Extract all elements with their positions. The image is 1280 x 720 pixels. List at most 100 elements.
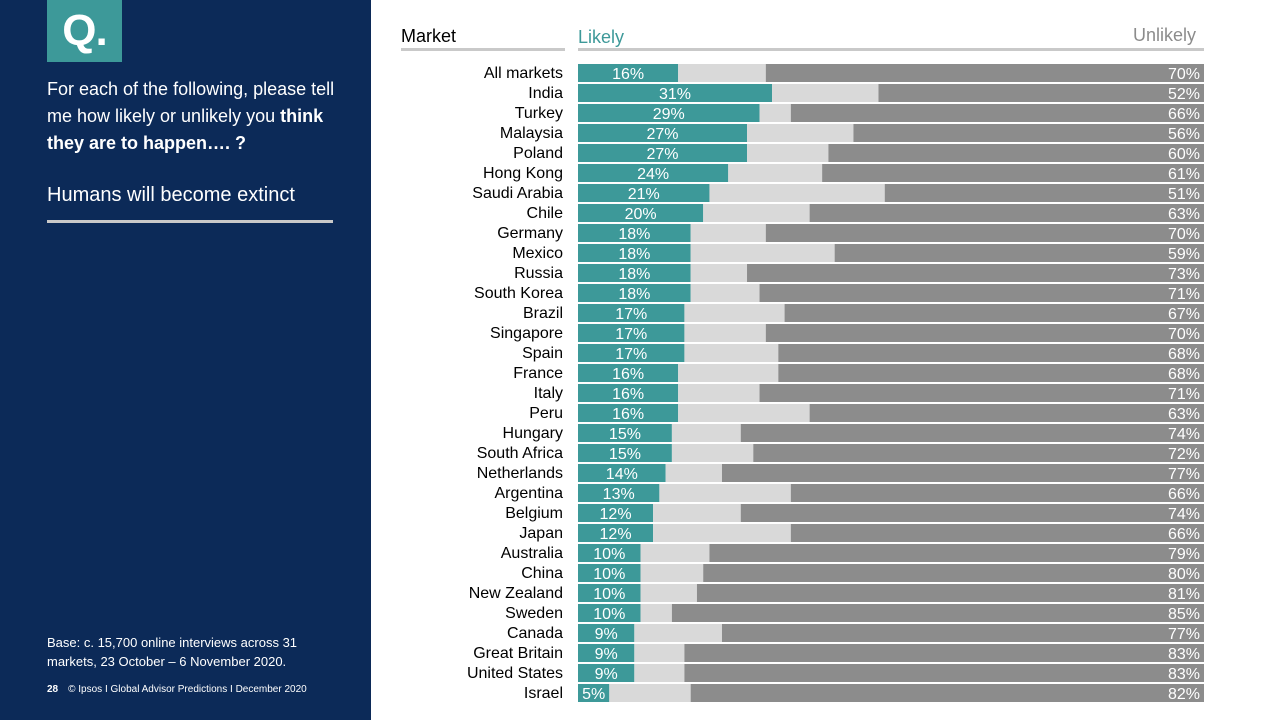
likely-bar [578,664,635,682]
unlikely-value-label: 83% [1168,666,1200,683]
likely-bar [578,304,685,322]
unlikely-value-label: 77% [1168,466,1200,483]
unlikely-bar [778,344,1204,362]
likely-bar [578,84,773,102]
neutral-bar [671,444,754,462]
unlikely-bar [671,604,1204,622]
likely-value-label: 21% [628,186,660,203]
neutral-bar [665,464,722,482]
unlikely-value-label: 68% [1168,366,1200,383]
unlikely-bar [778,364,1204,382]
market-label: Peru [529,405,563,422]
neutral-bar [659,484,791,502]
likely-bar [578,284,691,302]
unlikely-value-label: 56% [1168,126,1200,143]
neutral-bar [690,284,760,302]
neutral-bar [678,364,779,382]
neutral-bar [678,384,760,402]
likely-value-label: 15% [609,426,641,443]
likely-value-label: 18% [618,266,650,283]
market-label: Netherlands [477,465,563,482]
market-label: Germany [497,225,563,242]
market-label: New Zealand [469,585,563,602]
market-label: France [513,365,563,382]
likely-value-label: 10% [593,566,625,583]
likely-bar [578,484,660,502]
unlikely-value-label: 73% [1168,266,1200,283]
market-label: United States [467,665,563,682]
likely-value-label: 5% [582,686,605,703]
likely-bar [578,584,641,602]
neutral-bar [684,304,785,322]
unlikely-bar [822,164,1204,182]
likely-value-label: 15% [609,446,641,463]
market-header-rule [401,48,565,51]
unlikely-value-label: 81% [1168,586,1200,603]
likely-bar [578,204,704,222]
likely-bar [578,324,685,342]
neutral-bar [747,144,829,162]
likely-bar [578,424,672,442]
bars-header-rule [578,48,1204,51]
market-label: Saudi Arabia [472,185,563,202]
unlikely-bar [784,304,1204,322]
market-label: Spain [522,345,563,362]
market-label: Italy [534,385,563,402]
unlikely-bar [759,284,1204,302]
neutral-bar [634,624,722,642]
likely-bar [578,124,748,142]
sidebar-panel: Q. For each of the following, please tel… [0,0,371,720]
likely-bar [578,444,672,462]
likely-bar [578,164,729,182]
likely-bar [578,644,635,662]
unlikely-value-label: 71% [1168,286,1200,303]
market-label: Belgium [505,505,563,522]
footer-text: © Ipsos I Global Advisor Predictions I D… [68,684,307,695]
question-text-part1: For each of the following, please tell m… [47,79,335,126]
market-label: China [521,565,563,582]
unlikely-bar [759,384,1204,402]
topic-divider [47,220,333,223]
neutral-bar [634,664,685,682]
market-label: Australia [501,545,563,562]
base-note: Base: c. 15,700 online interviews across… [47,635,298,669]
neutral-bar [684,344,779,362]
likely-column-header: Likely [578,27,625,47]
footer: 28 © Ipsos I Global Advisor Predictions I… [47,684,307,695]
neutral-bar [640,584,697,602]
neutral-bar [690,264,748,282]
market-label: Israel [524,685,563,702]
unlikely-bar [765,224,1204,242]
likely-value-label: 27% [646,146,678,163]
unlikely-bar [790,524,1204,542]
likely-value-label: 20% [625,206,657,223]
unlikely-value-label: 79% [1168,546,1200,563]
likely-value-label: 12% [600,506,632,523]
unlikely-value-label: 70% [1168,226,1200,243]
likely-bar [578,564,641,582]
likely-bar [578,244,691,262]
likely-value-label: 10% [593,546,625,563]
unlikely-bar [809,404,1204,422]
unlikely-column-header: Unlikely [1133,25,1197,45]
unlikely-value-label: 77% [1168,626,1200,643]
market-column-header: Market [401,26,457,46]
unlikely-bar [684,664,1204,682]
likely-bar [578,464,666,482]
neutral-bar [703,204,810,222]
likely-value-label: 9% [595,666,618,683]
likely-value-label: 9% [595,646,618,663]
unlikely-value-label: 68% [1168,346,1200,363]
likely-value-label: 12% [600,526,632,543]
question-badge: Q. [47,0,122,62]
likely-value-label: 18% [618,286,650,303]
topic-statement: Humans will become extinct [47,184,295,206]
market-label: India [528,85,563,102]
likely-value-label: 10% [593,586,625,603]
unlikely-value-label: 70% [1168,326,1200,343]
likely-bar [578,264,691,282]
market-label: South Korea [474,285,563,302]
neutral-bar [772,84,879,102]
unlikely-value-label: 82% [1168,686,1200,703]
market-label: All markets [484,65,563,82]
